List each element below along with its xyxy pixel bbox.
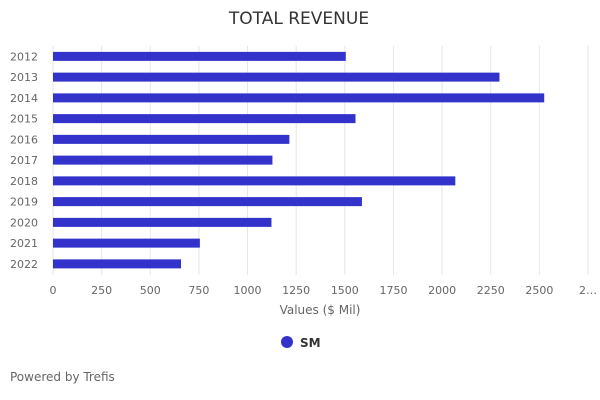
y-tick-label: 2015 — [10, 113, 38, 126]
x-axis-title: Values ($ Mil) — [280, 303, 361, 317]
x-tick-label: 2500 — [525, 284, 553, 297]
legend[interactable]: SM — [281, 336, 321, 350]
x-tick-label: 1500 — [331, 284, 359, 297]
y-tick-label: 2017 — [10, 154, 38, 167]
chart-title: TOTAL REVENUE — [228, 9, 369, 29]
bar-2019[interactable] — [53, 197, 362, 207]
x-tick-label: 1250 — [282, 284, 310, 297]
y-tick-label: 2013 — [10, 71, 38, 84]
bars — [53, 51, 545, 269]
bar-2016[interactable] — [53, 134, 290, 144]
bar-2013[interactable] — [53, 72, 500, 82]
bar-2017[interactable] — [53, 155, 273, 165]
x-tick-label: 2250 — [477, 284, 505, 297]
y-tick-label: 2022 — [10, 258, 38, 271]
bar-2018[interactable] — [53, 176, 456, 186]
y-tick-label: 2018 — [10, 175, 38, 188]
bar-2021[interactable] — [53, 238, 200, 248]
powered-by-credit: Powered by Trefis — [10, 370, 115, 384]
y-axis-tick-labels: 2012 2013 2014 2015 2016 2017 2018 2019 2020 2021… — [10, 50, 38, 271]
legend-label-sm[interactable]: SM — [300, 336, 321, 350]
x-tick-label: 2000 — [428, 284, 456, 297]
bar-2015[interactable] — [53, 114, 356, 124]
x-tick-label: 0 — [50, 284, 57, 297]
y-tick-label: 2020 — [10, 216, 38, 229]
x-tick-label: 1750 — [379, 284, 407, 297]
y-tick-label: 2021 — [10, 237, 38, 250]
bar-2014[interactable] — [53, 93, 545, 103]
x-tick-label: 750 — [188, 284, 209, 297]
bar-2020[interactable] — [53, 217, 272, 227]
bar-2012[interactable] — [53, 51, 346, 61]
x-axis-tick-labels: 0 250 500 750 1000 1250 1500 1750 2000 2250 2500 2… — [50, 284, 598, 297]
y-tick-label: 2019 — [10, 196, 38, 209]
x-tick-label: 250 — [91, 284, 112, 297]
x-tick-label: 2… — [579, 284, 597, 297]
x-tick-label: 500 — [140, 284, 161, 297]
y-tick-label: 2012 — [10, 50, 38, 63]
legend-marker-sm[interactable] — [281, 336, 293, 348]
bar-2022[interactable] — [53, 259, 182, 269]
y-tick-label: 2016 — [10, 133, 38, 146]
x-tick-label: 1000 — [234, 284, 262, 297]
y-tick-label: 2014 — [10, 92, 38, 105]
